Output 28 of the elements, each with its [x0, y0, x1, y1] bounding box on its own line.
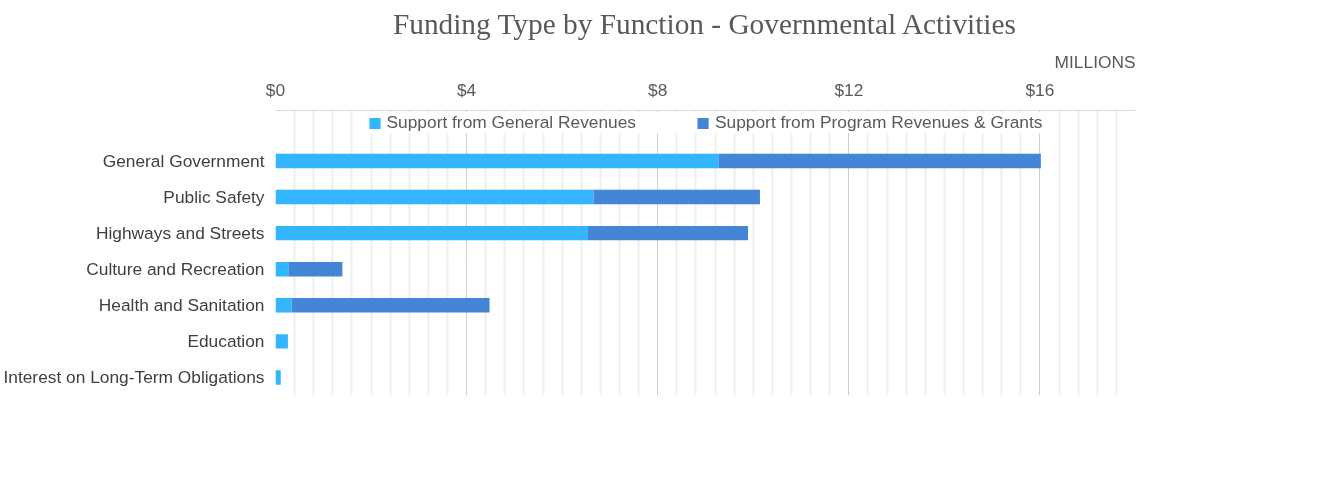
bar: [587, 225, 749, 241]
y-tick-label: Highways and Streets: [95, 223, 265, 244]
y-tick-label: Culture and Recreation: [86, 259, 265, 280]
bar: [275, 189, 594, 205]
bar: [275, 262, 289, 277]
x-tick-label: $16: [1025, 79, 1055, 100]
x-tick-label: $8: [648, 79, 668, 100]
x-tick-label: $0: [265, 79, 286, 100]
bar: [275, 370, 281, 385]
bar: [275, 334, 288, 349]
bar: [718, 153, 1041, 169]
text: MILLIONS: [1054, 51, 1136, 72]
x-tick-label: $12: [834, 79, 864, 100]
bar: [291, 298, 490, 313]
bar: [275, 225, 588, 241]
y-tick-label: Public Safety: [163, 187, 265, 208]
x-tick-label: $4: [456, 79, 477, 100]
legend-label: Support from General Revenues: [386, 112, 637, 133]
chart-title: Funding Type by Function - Governmental Activities: [392, 7, 1016, 40]
legend-label: Support from Program Revenues & Grants: [715, 112, 1043, 133]
bar: [275, 298, 292, 313]
y-tick-label: Interest on Long-Term Obligations: [3, 367, 265, 388]
bar: [593, 189, 760, 205]
y-tick-label: General Government: [102, 151, 265, 172]
bar: [275, 153, 719, 169]
bar: [288, 262, 343, 277]
y-tick-label: Education: [187, 331, 265, 352]
y-tick-label: Health and Sanitation: [98, 295, 265, 316]
